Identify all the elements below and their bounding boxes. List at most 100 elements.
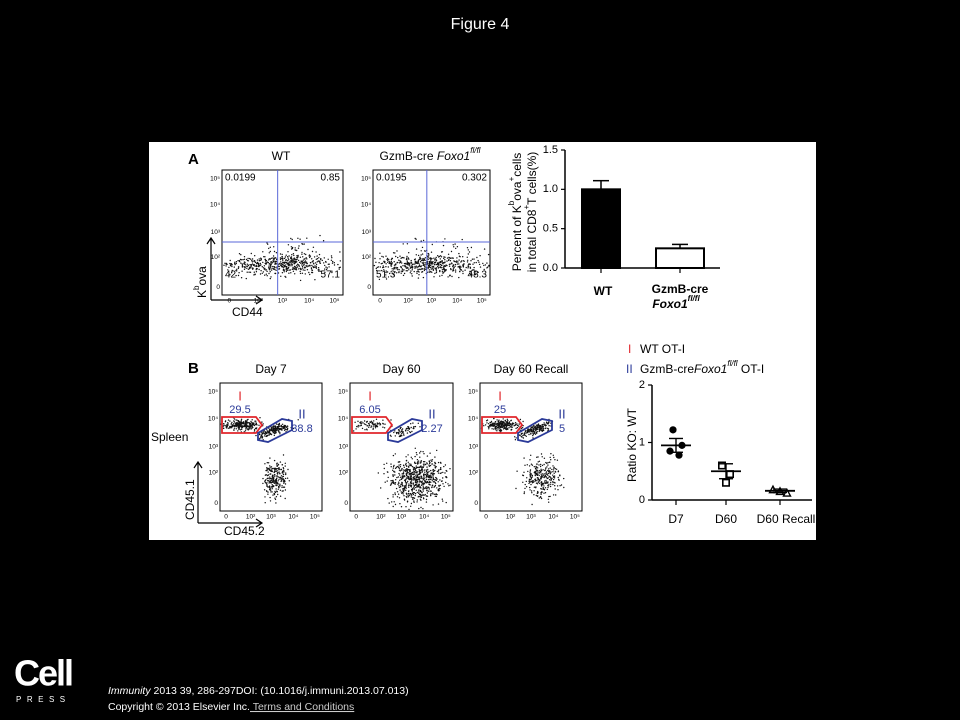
event-dot	[533, 429, 535, 431]
event-dot	[547, 464, 549, 466]
event-dot	[492, 425, 495, 427]
event-dot	[393, 501, 395, 503]
event-dot	[399, 260, 401, 262]
event-dot	[426, 470, 428, 472]
event-dot	[283, 469, 285, 472]
event-dot	[260, 257, 262, 259]
event-dot	[281, 485, 283, 487]
event-dot	[263, 489, 266, 491]
event-dot	[250, 252, 252, 255]
event-dot	[556, 485, 559, 487]
bar-y-label: Percent of Kbova+cells	[507, 153, 524, 272]
event-dot	[418, 489, 420, 491]
event-dot	[417, 254, 420, 257]
event-dot	[276, 490, 278, 492]
event-dot	[290, 263, 293, 265]
event-dot	[426, 462, 428, 464]
event-dot	[245, 277, 247, 280]
event-dot	[419, 477, 421, 480]
event-dot	[401, 491, 404, 494]
event-dot	[399, 485, 402, 487]
figure-title: Figure 4	[451, 16, 510, 33]
event-dot	[505, 427, 508, 429]
event-dot	[524, 464, 526, 466]
event-dot	[394, 271, 396, 273]
event-dot	[406, 432, 409, 434]
event-dot	[411, 430, 413, 433]
event-dot	[456, 246, 459, 248]
event-dot	[388, 258, 390, 261]
event-dot	[437, 255, 439, 257]
event-dot	[440, 468, 442, 470]
event-dot	[531, 464, 534, 466]
event-dot	[269, 477, 272, 480]
event-dot	[443, 256, 445, 258]
event-dot	[285, 472, 287, 474]
event-dot	[405, 462, 407, 465]
event-dot	[435, 259, 438, 262]
event-dot	[454, 263, 457, 266]
event-dot	[533, 424, 535, 427]
event-dot	[246, 267, 248, 269]
terms-link[interactable]: Terms and Conditions	[250, 701, 354, 713]
y-tick-label: 0.0	[543, 262, 558, 274]
event-dot	[410, 456, 412, 458]
event-dot	[420, 265, 422, 267]
event-dot	[269, 432, 272, 435]
y-tick-label: 10⁵	[361, 175, 371, 182]
event-dot	[237, 266, 240, 268]
event-dot	[262, 271, 265, 273]
event-dot	[543, 475, 546, 477]
bar	[655, 247, 705, 269]
event-dot	[251, 419, 253, 421]
event-dot	[413, 476, 415, 478]
event-dot	[294, 262, 297, 264]
event-dot	[536, 428, 538, 431]
event-dot	[424, 471, 426, 473]
event-dot	[386, 462, 388, 464]
event-dot	[258, 260, 261, 262]
event-dot	[357, 420, 359, 422]
event-dot	[383, 427, 386, 429]
event-dot	[246, 263, 248, 265]
event-dot	[385, 270, 387, 272]
event-dot	[405, 464, 407, 466]
y-tick-label: 10³	[211, 229, 221, 236]
event-dot	[301, 272, 304, 274]
event-dot	[400, 270, 402, 272]
event-dot	[268, 265, 270, 267]
event-dot	[265, 260, 267, 262]
x-tick-label: 10³	[397, 514, 407, 521]
event-dot	[404, 429, 407, 431]
event-dot	[553, 477, 556, 479]
event-dot	[224, 421, 227, 423]
gate-name: I	[368, 388, 372, 403]
event-dot	[324, 271, 326, 274]
event-dot	[325, 266, 327, 268]
event-dot	[392, 481, 395, 484]
event-dot	[422, 463, 425, 465]
event-dot	[241, 428, 243, 431]
event-dot	[439, 270, 441, 273]
event-dot	[270, 466, 272, 468]
event-dot	[435, 270, 438, 272]
label-part: Percent of K	[510, 205, 524, 271]
gate-name: II	[428, 406, 435, 421]
event-dot	[547, 423, 549, 425]
event-dot	[258, 264, 260, 266]
event-dot	[275, 261, 277, 263]
event-dot	[536, 483, 539, 485]
event-dot	[253, 423, 255, 426]
event-dot	[510, 420, 512, 422]
event-dot	[429, 480, 431, 483]
event-dot	[434, 479, 437, 481]
gate-value: 25	[494, 404, 506, 416]
event-dot	[443, 257, 445, 260]
event-dot	[398, 481, 400, 483]
plot-title: WT	[272, 149, 291, 163]
event-dot	[332, 260, 334, 263]
event-dot	[497, 428, 499, 430]
event-dot	[549, 461, 551, 463]
event-dot	[277, 467, 279, 470]
